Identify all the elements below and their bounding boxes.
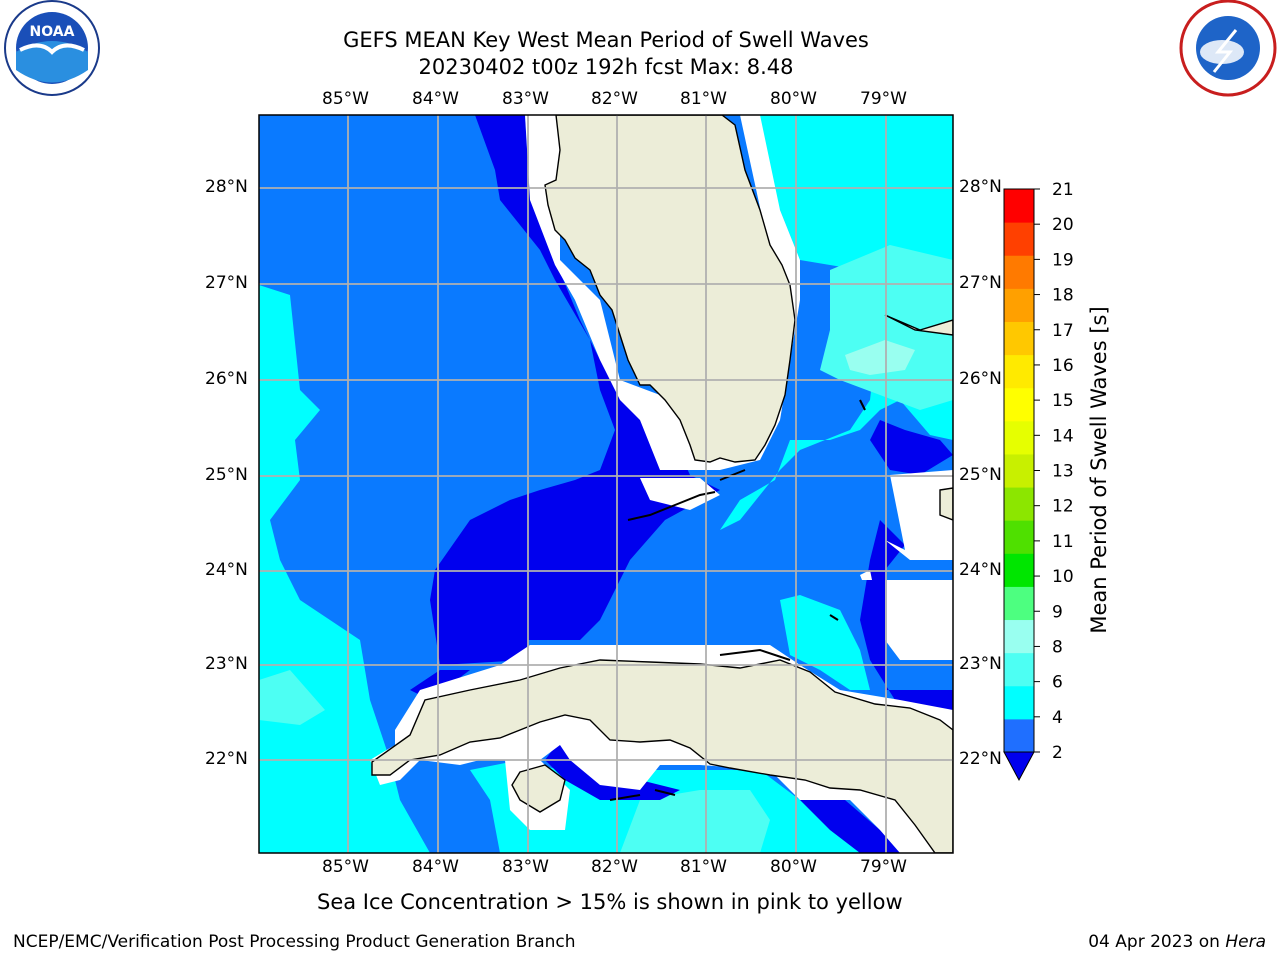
colorbar-tick-label: 6 — [1052, 673, 1063, 693]
colorbar-segment — [1004, 420, 1034, 455]
sea-ice-note: Sea Ice Concentration > 15% is shown in … — [317, 890, 903, 914]
footer-branch: NCEP/EMC/Verification Post Processing Pr… — [13, 932, 576, 952]
florida-land — [544, 115, 796, 463]
colorbar-segment — [1004, 453, 1034, 488]
colorbar-segment — [1004, 652, 1034, 687]
masked-bahamas-e — [885, 470, 953, 560]
lat-label-left: 25°N — [205, 465, 248, 485]
colorbar-segment — [1004, 718, 1034, 753]
colorbar-tick-label: 2 — [1052, 743, 1063, 763]
colorbar-tick-label: 12 — [1052, 497, 1074, 517]
bahamas-andros — [939, 487, 953, 521]
colorbar-tick-label: 21 — [1052, 180, 1074, 200]
colorbar-tick-label: 15 — [1052, 391, 1074, 411]
colorbar-tick-label: 4 — [1052, 708, 1063, 728]
masked-gulf-speck — [860, 570, 872, 580]
colorbar-segment — [1004, 487, 1034, 521]
colorbar-tick-label: 13 — [1052, 462, 1074, 482]
noaa-logo-text: NOAA — [30, 24, 75, 40]
colorbar-segment — [1004, 354, 1034, 389]
colorbar-tick-label: 20 — [1052, 215, 1074, 235]
lon-label-bottom: 82°W — [591, 857, 638, 877]
colorbar-tick-label: 9 — [1052, 602, 1063, 622]
lat-label-left: 28°N — [205, 177, 248, 197]
colorbar-tick-label: 18 — [1052, 286, 1074, 306]
colorbar-segment — [1004, 222, 1034, 256]
colorbar-segment — [1004, 553, 1034, 587]
swell-6-8-south — [620, 790, 770, 853]
lon-label-top: 79°W — [860, 89, 907, 109]
swell-lt2-bahamas — [870, 420, 953, 475]
colorbar-tick-label: 16 — [1052, 356, 1074, 376]
swell-lt2-south-e — [800, 800, 900, 853]
lon-label-bottom: 81°W — [680, 857, 727, 877]
colorbar-tick-label: 10 — [1052, 567, 1074, 587]
lon-label-top: 85°W — [322, 89, 369, 109]
lon-label-bottom: 83°W — [502, 857, 549, 877]
map-frame — [258, 114, 954, 854]
colorbar-segment — [1004, 685, 1034, 720]
colorbar-tick-label: 14 — [1052, 426, 1074, 446]
lat-label-right: 25°N — [959, 465, 1002, 485]
swell-8-9-atlantic — [845, 340, 915, 375]
colorbar-tick-label: 8 — [1052, 637, 1063, 657]
graticule — [259, 115, 953, 853]
swell-lt2-east — [860, 520, 953, 760]
lon-label-bottom: 79°W — [860, 857, 907, 877]
lon-label-bottom: 84°W — [412, 857, 459, 877]
lat-label-right: 26°N — [959, 369, 1002, 389]
colorbar-segment — [1004, 520, 1034, 554]
lon-label-top: 80°W — [770, 89, 817, 109]
swell-4-6-atlantic — [720, 115, 953, 530]
footer-host: Hera — [1225, 932, 1266, 952]
colorbar-segment — [1004, 321, 1034, 356]
lon-label-bottom: 80°W — [770, 857, 817, 877]
lon-label-top: 81°W — [680, 89, 727, 109]
colorbar: 21 20 19 18 17 16 15 14 13 12 11 10 9 8 6 4 2 Mean Period… — [1003, 180, 1111, 782]
lat-label-right: 27°N — [959, 273, 1002, 293]
noaa-logo: NOAA — [4, 0, 100, 96]
isla-juventud-land — [511, 764, 566, 813]
masked-keys — [640, 478, 720, 510]
masked-peninsula-west — [525, 115, 700, 470]
coastline-details — [609, 399, 866, 801]
colorbar-segment — [1004, 619, 1034, 654]
lat-label-right: 23°N — [959, 654, 1002, 674]
footer-date: 04 Apr 2023 on Hera — [1088, 932, 1266, 952]
colorbar-segment — [1004, 288, 1034, 322]
lon-label-bottom: 85°W — [322, 857, 369, 877]
lat-label-right: 28°N — [959, 177, 1002, 197]
colorbar-label: Mean Period of Swell Waves [s] — [1087, 306, 1111, 633]
colorbar-extend-arrow — [1003, 751, 1035, 782]
swell-lt2-gulf — [430, 115, 720, 665]
colorbar-tick-label: 11 — [1052, 532, 1074, 552]
colorbar-tick-label: 19 — [1052, 250, 1074, 270]
colorbar-segment — [1004, 255, 1034, 289]
colorbar-segment — [1004, 387, 1034, 422]
swell-6-8-west — [259, 670, 325, 725]
map-title: GEFS MEAN Key West Mean Period of Swell … — [343, 28, 869, 52]
lon-label-top: 82°W — [591, 89, 638, 109]
colorbar-segment — [1004, 189, 1034, 223]
map-area — [259, 115, 953, 853]
lat-label-left: 23°N — [205, 654, 248, 674]
lat-label-left: 24°N — [205, 560, 248, 580]
lon-label-top: 83°W — [502, 89, 549, 109]
nws-logo — [1179, 0, 1277, 97]
lat-label-right: 22°N — [959, 749, 1002, 769]
colorbar-tick-label: 17 — [1052, 321, 1074, 341]
cuba-land — [371, 659, 953, 853]
footer-date-text: 04 Apr 2023 on — [1088, 932, 1220, 952]
map-subtitle: 20230402 t00z 192h fcst Max: 8.48 — [418, 55, 794, 79]
lat-label-left: 26°N — [205, 369, 248, 389]
lon-label-top: 84°W — [412, 89, 459, 109]
masked-bahamas-s — [885, 580, 953, 660]
colorbar-segment — [1004, 586, 1034, 621]
lat-label-right: 24°N — [959, 560, 1002, 580]
lat-label-left: 27°N — [205, 273, 248, 293]
lat-label-left: 22°N — [205, 749, 248, 769]
bahamas-grand — [884, 314, 953, 336]
swell-4-6-straits — [780, 595, 870, 690]
